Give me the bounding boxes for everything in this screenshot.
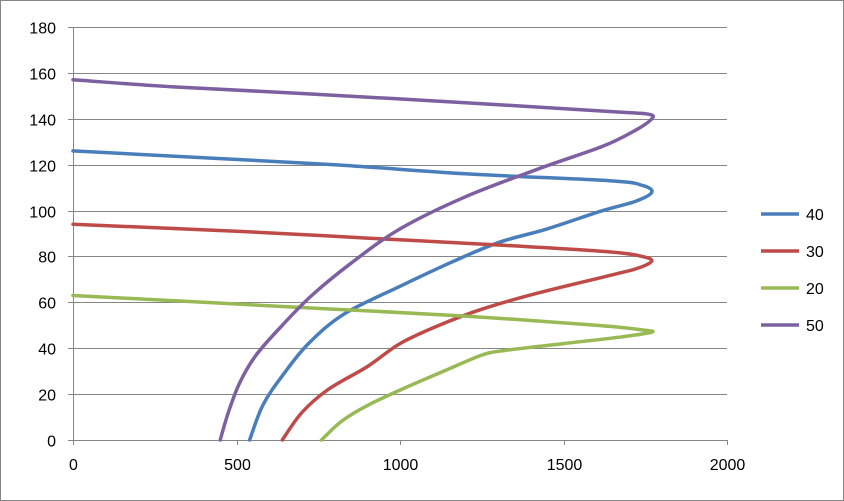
legend-label-40: 40 (806, 207, 824, 224)
tick-labels: 0 20 40 60 80 100 120 140 160 180 0 500 1000 1500 2000 (29, 21, 745, 475)
y-tick-label: 140 (29, 113, 56, 130)
y-tick-label: 60 (38, 296, 56, 313)
x-tick-label: 0 (69, 457, 78, 474)
series-line-40 (71, 149, 654, 442)
y-tick-label: 20 (38, 388, 56, 405)
legend-label-30: 30 (806, 244, 824, 261)
y-tick-label: 120 (29, 159, 56, 176)
x-tick-label: 500 (224, 457, 251, 474)
axes (68, 27, 728, 445)
y-tick-label: 180 (29, 21, 56, 38)
x-tick-label: 1500 (547, 457, 583, 474)
series-lines (71, 78, 656, 442)
series-line-30 (71, 222, 654, 442)
x-tick-label: 1000 (383, 457, 419, 474)
y-tick-label: 100 (29, 205, 56, 222)
legend-label-50: 50 (806, 318, 824, 335)
gridlines (73, 27, 727, 395)
legend-label-20: 20 (806, 281, 824, 298)
legend: 40 30 20 50 (761, 207, 824, 335)
y-tick-label: 0 (47, 434, 56, 451)
y-tick-label: 160 (29, 67, 56, 84)
series-line-20 (71, 293, 655, 442)
x-tick-label: 2000 (710, 457, 746, 474)
y-tick-label: 80 (38, 250, 56, 267)
y-tick-label: 40 (38, 342, 56, 359)
series-line-50 (71, 78, 656, 442)
